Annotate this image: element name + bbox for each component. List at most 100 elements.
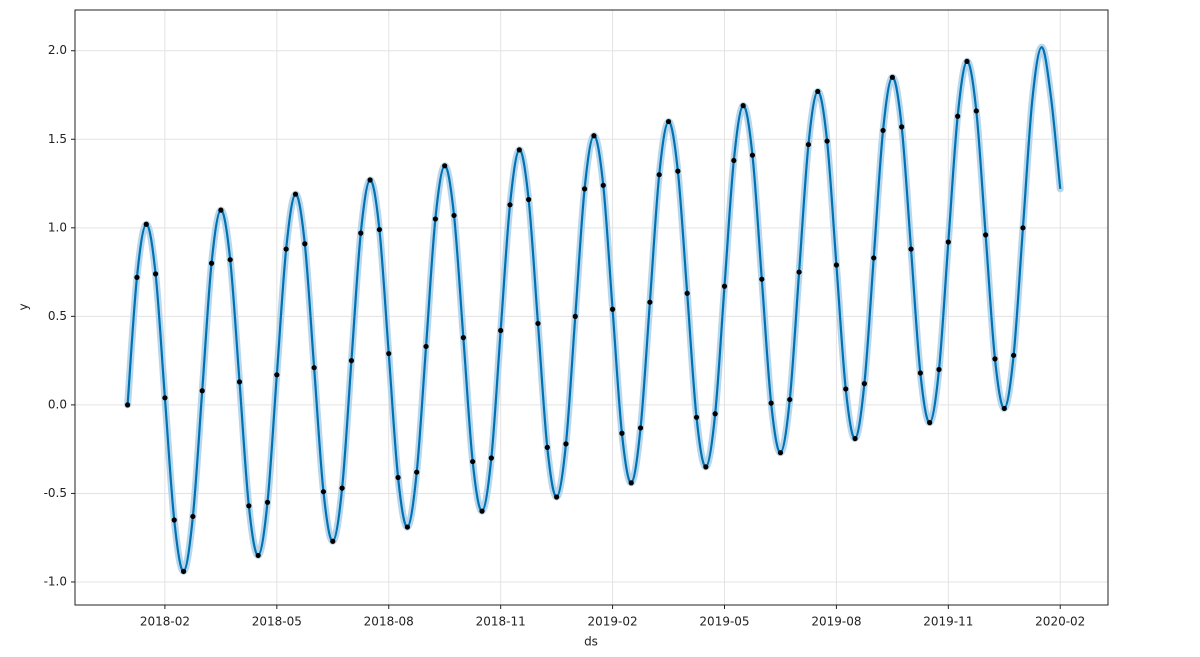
data-point: [908, 246, 914, 252]
data-point: [255, 552, 261, 559]
data-point: [852, 435, 858, 442]
data-point: [199, 388, 205, 394]
data-point: [637, 425, 644, 431]
data-point: [348, 358, 355, 364]
data-point: [302, 241, 308, 247]
data-point: [442, 163, 448, 169]
data-point: [992, 356, 998, 362]
data-point: [134, 274, 140, 280]
y-tick-label: -0.5: [44, 486, 67, 500]
data-point: [983, 232, 989, 238]
data-point: [693, 414, 700, 420]
data-point: [675, 168, 681, 174]
data-point: [815, 88, 821, 95]
data-point: [889, 74, 895, 80]
data-point: [1011, 352, 1017, 358]
data-point: [973, 108, 979, 114]
data-point: [964, 58, 970, 64]
data-point: [264, 499, 271, 505]
data-point: [535, 320, 541, 327]
x-tick-label: 2019-05: [699, 615, 749, 629]
data-point: [143, 221, 149, 227]
data-point: [684, 290, 690, 296]
data-point: [1020, 225, 1026, 231]
data-point: [236, 379, 243, 385]
data-point: [721, 283, 728, 289]
y-tick-label: 1.5: [48, 132, 67, 146]
data-point: [768, 400, 774, 406]
data-point: [208, 260, 215, 266]
data-point: [917, 370, 923, 376]
y-tick-label: 0.5: [48, 309, 67, 323]
data-point: [843, 386, 849, 392]
data-point: [292, 191, 299, 197]
data-point: [395, 474, 401, 481]
data-point: [955, 113, 961, 119]
y-tick-label: -1.0: [44, 574, 67, 588]
data-point: [125, 402, 131, 408]
y-tick-label: 2.0: [48, 43, 67, 57]
data-point: [358, 230, 364, 236]
data-point: [451, 212, 457, 219]
data-point: [507, 202, 513, 208]
x-tick-label: 2019-11: [923, 615, 973, 629]
y-axis-label: y: [17, 303, 31, 310]
x-tick-label: 2019-08: [811, 615, 861, 629]
data-point: [274, 372, 280, 378]
data-point: [404, 524, 410, 530]
data-point: [423, 343, 429, 350]
x-tick-label: 2018-05: [252, 615, 302, 629]
data-point: [544, 444, 550, 450]
data-point: [414, 469, 420, 475]
data-point: [619, 430, 625, 436]
data-point: [805, 141, 812, 148]
data-point: [171, 517, 177, 523]
x-tick-label: 2018-08: [364, 615, 414, 629]
data-point: [367, 177, 373, 183]
data-point: [880, 127, 886, 134]
data-point: [320, 489, 327, 495]
data-point: [227, 257, 233, 263]
data-point: [339, 485, 345, 491]
data-point: [311, 365, 317, 371]
data-point: [162, 395, 168, 401]
data-point: [833, 262, 840, 268]
data-point: [479, 508, 485, 514]
x-tick-label: 2020-02: [1035, 615, 1085, 629]
axes: -1.0 -0.5 0.0 0.5 1.0 1.5 2.0 2018-02 2018-05 201…: [44, 43, 1086, 628]
data-point: [656, 172, 662, 178]
plot-frame: [74, 9, 1109, 606]
data-point: [460, 335, 466, 341]
x-tick-label: 2019-02: [588, 615, 638, 629]
data-point: [945, 239, 951, 245]
data-point: [516, 147, 522, 153]
data-point: [740, 103, 746, 109]
data-point: [554, 494, 560, 500]
data-point: [218, 207, 224, 213]
data-point: [824, 138, 830, 144]
data-point: [861, 381, 867, 387]
data-point: [777, 450, 784, 456]
data-point: [526, 196, 532, 203]
data-point: [600, 182, 606, 188]
data-point: [712, 411, 718, 417]
data-point: [152, 271, 159, 277]
data-point: [432, 216, 438, 222]
data-point: [665, 118, 672, 125]
data-point: [563, 441, 569, 447]
data-point: [609, 306, 616, 312]
data-point: [246, 503, 252, 509]
data-point: [899, 124, 905, 130]
x-axis-label: ds: [584, 635, 598, 649]
data-point: [591, 133, 597, 139]
data-point: [927, 420, 933, 426]
data-point: [703, 464, 709, 470]
data-point: [787, 396, 793, 403]
data-point: [572, 313, 578, 319]
data-point: [488, 455, 494, 461]
data-point: [283, 246, 289, 252]
data-point: [470, 458, 476, 465]
data-point: [386, 350, 392, 357]
